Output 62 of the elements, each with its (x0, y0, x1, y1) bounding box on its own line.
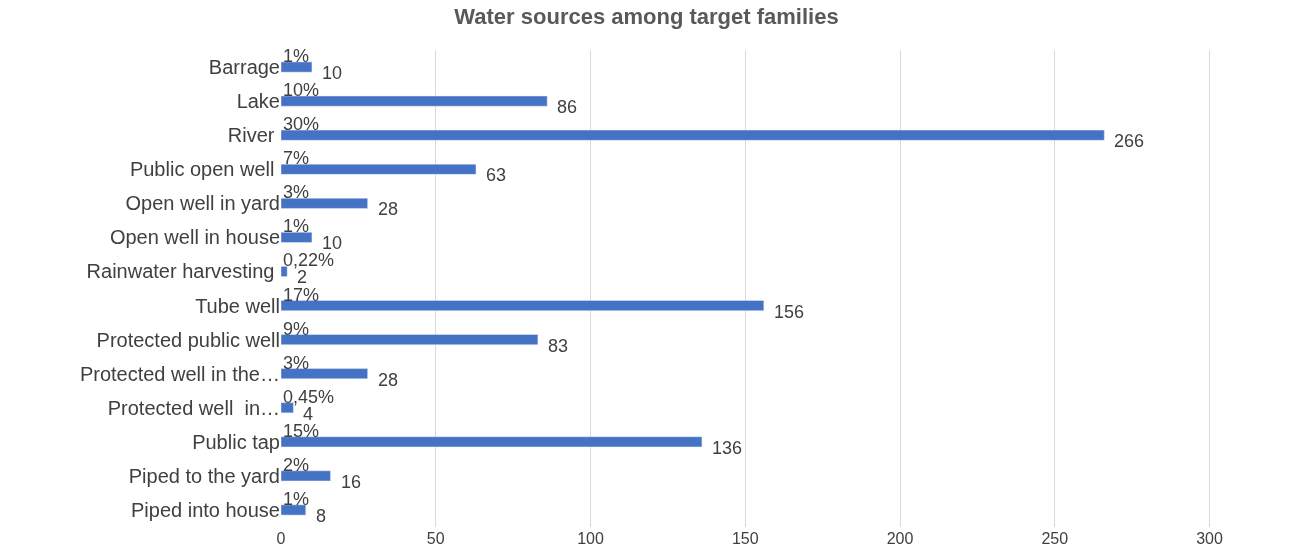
y-tick-label: Public tap (192, 430, 280, 453)
bar (281, 504, 307, 516)
y-tick-label: Open well in house (109, 226, 280, 249)
y-tick-label: Protected well in the… (79, 362, 280, 385)
data-label: 28 (378, 370, 399, 390)
data-label: 2 (297, 267, 308, 287)
y-tick-label: Piped to the yard (128, 464, 280, 487)
bar (281, 334, 539, 345)
x-tick-label: 300 (1196, 530, 1223, 547)
annotation: 30% (283, 114, 320, 134)
data-label: 28 (378, 199, 399, 219)
bar (281, 61, 313, 73)
bar (281, 232, 313, 243)
annotation: 1% (283, 489, 310, 509)
annotation: 17% (283, 285, 320, 305)
data-label: 10 (322, 233, 343, 253)
y-tick-label: Public open well (129, 158, 280, 181)
bar (281, 436, 703, 448)
y-tick-label: Protected public well (96, 328, 280, 351)
y-tick-label: Tube well (195, 294, 280, 317)
x-tick-label: 150 (731, 530, 759, 547)
chart-title: Water sources among target families (454, 3, 839, 29)
x-tick-label: 50 (426, 530, 445, 547)
x-tick-label: 100 (577, 530, 604, 547)
x-tick-label: 250 (1041, 530, 1069, 547)
data-label: 16 (341, 472, 362, 492)
y-tick-label: River (227, 124, 280, 147)
data-label: 83 (548, 336, 569, 356)
x-tick-label: 0 (276, 530, 286, 547)
data-label: 136 (712, 438, 743, 458)
bar (281, 163, 477, 175)
x-tick-label: 200 (886, 530, 914, 547)
bar (281, 368, 368, 380)
annotation: 0,45% (283, 387, 335, 407)
annotation: 7% (283, 148, 310, 168)
data-label: 4 (303, 404, 314, 424)
bar (281, 129, 1105, 141)
data-label: 63 (486, 165, 507, 185)
data-label: 10 (322, 63, 343, 83)
annotation: 3% (283, 182, 310, 202)
y-tick-label: Barrage (208, 56, 280, 79)
annotation: 10% (283, 80, 320, 100)
data-label: 266 (1114, 131, 1145, 151)
bar (281, 95, 548, 107)
annotation: 3% (283, 353, 310, 373)
y-tick-label: Open well in yard (125, 192, 280, 215)
bar (281, 197, 368, 209)
annotation: 9% (283, 319, 310, 339)
annotation: 0,22% (283, 250, 335, 270)
y-tick-label: Rainwater harvesting (86, 260, 280, 283)
annotation: 2% (283, 455, 310, 475)
y-tick-label: Lake (236, 90, 280, 113)
y-tick-label: Protected well in… (107, 396, 280, 419)
data-label: 8 (316, 506, 327, 526)
annotation: 1% (283, 216, 310, 236)
bar (281, 300, 765, 311)
annotation: 1% (283, 46, 310, 66)
data-label: 86 (557, 97, 578, 117)
y-tick-label: Piped into house (130, 498, 280, 521)
data-label: 156 (774, 302, 805, 322)
bar (281, 470, 331, 482)
annotation: 15% (283, 421, 320, 441)
